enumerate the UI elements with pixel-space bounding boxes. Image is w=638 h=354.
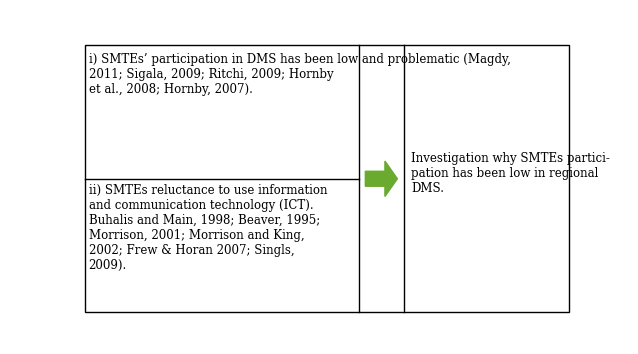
FancyArrow shape <box>366 161 397 196</box>
Text: i) SMTEs’ participation in DMS has been low and problematic (Magdy,
2011; Sigala: i) SMTEs’ participation in DMS has been … <box>89 53 510 96</box>
Text: ii) SMTEs reluctance to use information
and communication technology (ICT).
Buha: ii) SMTEs reluctance to use information … <box>89 184 327 272</box>
Text: Investigation why SMTEs partici-
pation has been low in regional
DMS.: Investigation why SMTEs partici- pation … <box>411 152 610 194</box>
